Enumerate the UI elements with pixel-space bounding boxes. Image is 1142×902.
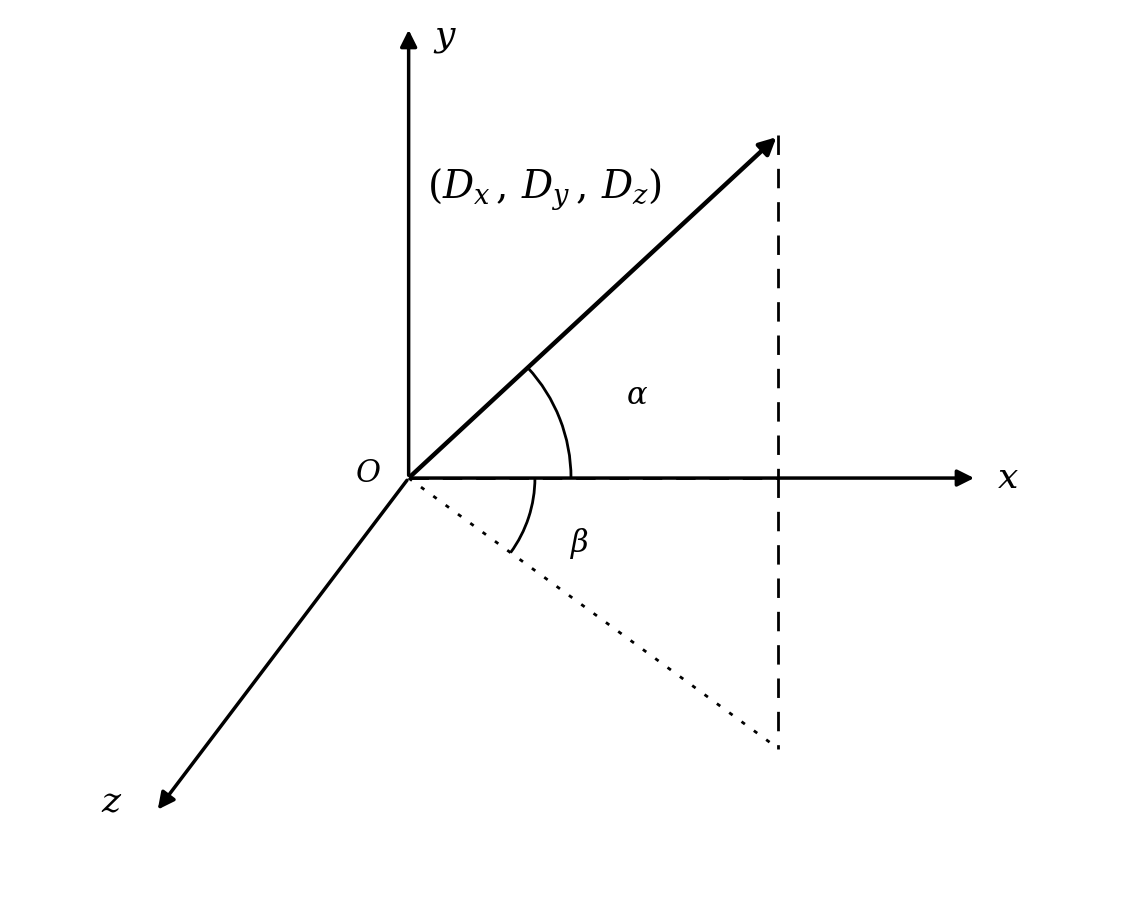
Text: z: z xyxy=(102,786,120,820)
Text: $\mathit{( D_x \,,\, D_y \,,\, D_z )}$: $\mathit{( D_x \,,\, D_y \,,\, D_z )}$ xyxy=(427,167,661,212)
Text: x: x xyxy=(998,461,1019,495)
Text: O: O xyxy=(355,458,380,489)
Text: α: α xyxy=(626,381,646,411)
Text: y: y xyxy=(435,19,455,53)
Text: β: β xyxy=(571,528,589,558)
